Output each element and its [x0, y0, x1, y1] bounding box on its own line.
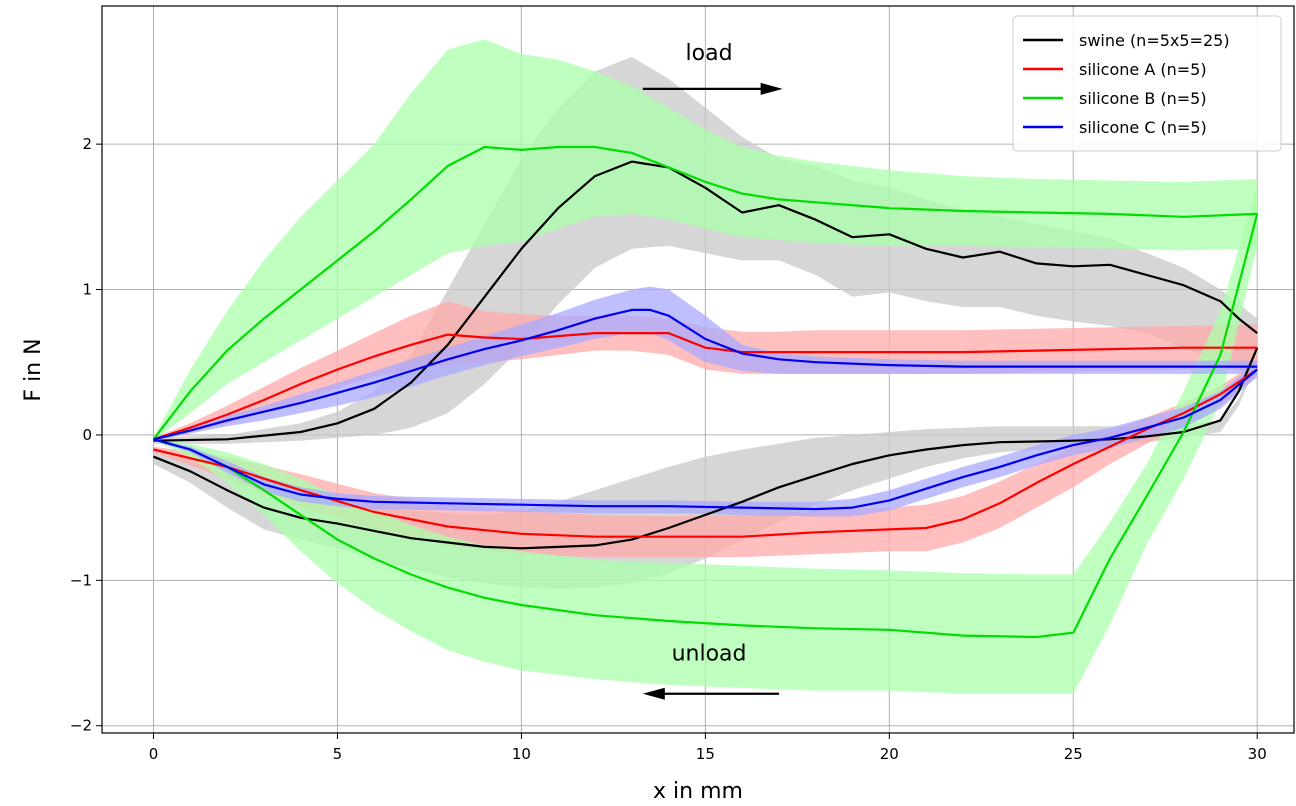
series-3-load-line	[153, 308, 1258, 441]
legend-box	[1012, 15, 1282, 152]
y-tick-label: 0	[82, 426, 92, 444]
series-0-load-line	[153, 160, 1258, 442]
x-tick-label: 10	[512, 745, 531, 763]
series-2-unload-band	[153, 184, 1258, 694]
x-tick-label: 30	[1248, 745, 1267, 763]
series-1-unload-line	[153, 368, 1258, 538]
y-tick-label: 1	[82, 281, 92, 299]
legend: swine (n=5x5=25) silicone A (n=5) silicone…	[1012, 15, 1282, 152]
x-axis-label: x in mm	[653, 779, 743, 804]
confidence-bands	[153, 39, 1258, 694]
series-3-unload-line	[153, 368, 1258, 511]
annotation-arrow-head	[760, 82, 783, 95]
series-lines	[152, 145, 1259, 639]
series-3-unload-band	[153, 362, 1258, 517]
y-tick-label: −2	[70, 717, 92, 735]
series-1-load-band	[153, 301, 1258, 441]
series-3-load-band	[153, 286, 1258, 441]
series-2-load-band	[153, 39, 1258, 441]
x-tick-label: 15	[696, 745, 715, 763]
x-tick-label: 0	[149, 745, 159, 763]
x-tick-label: 25	[1064, 745, 1083, 763]
legend-label: silicone C (n=5)	[1079, 118, 1207, 137]
y-axis-label: F in N	[21, 338, 46, 401]
annotation-label: load	[686, 41, 733, 66]
annotations: load unload	[642, 41, 783, 700]
series-2-unload-line	[153, 213, 1259, 639]
x-tick-label: 5	[333, 745, 343, 763]
series-1-load-line	[153, 332, 1258, 441]
legend-label: swine (n=5x5=25)	[1079, 31, 1230, 50]
axis-ticks: 0 5 10 15 20 25 30 −2 −1 0 1 2	[70, 135, 1267, 763]
annotation-label: unload	[672, 641, 747, 666]
legend-label: silicone B (n=5)	[1079, 89, 1207, 108]
y-tick-label: 2	[82, 135, 92, 153]
series-2-load-line	[152, 145, 1258, 440]
y-tick-label: −1	[70, 571, 92, 589]
legend-label: silicone A (n=5)	[1079, 60, 1207, 79]
plot-frame	[101, 5, 1295, 734]
x-tick-label: 20	[880, 745, 899, 763]
annotation-arrow-head	[642, 687, 665, 700]
